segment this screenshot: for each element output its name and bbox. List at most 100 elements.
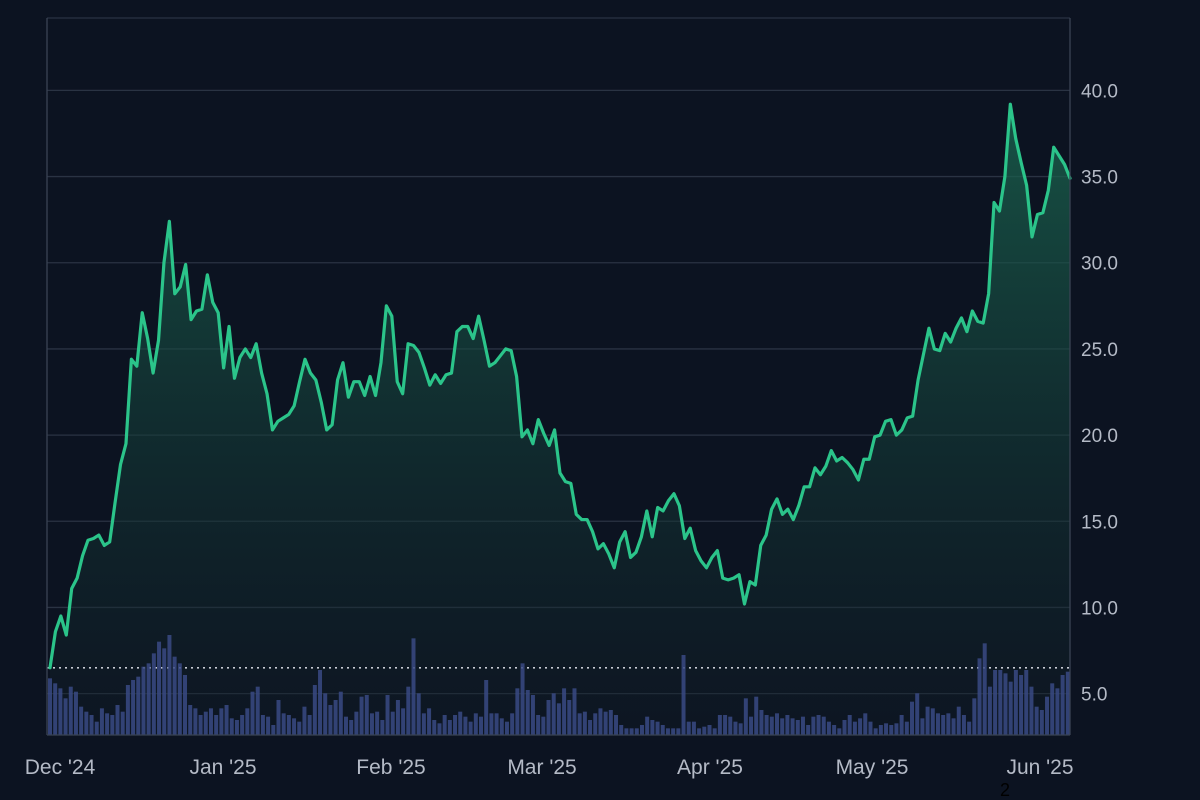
volume-bar bbox=[136, 676, 141, 735]
volume-bar bbox=[852, 721, 857, 735]
y-tick-label: 40.0 bbox=[1081, 81, 1118, 102]
volume-bar bbox=[276, 700, 281, 735]
volume-bar bbox=[650, 720, 655, 735]
volume-bar bbox=[562, 688, 567, 735]
volume-bar bbox=[832, 725, 837, 735]
volume-bar bbox=[385, 695, 390, 735]
y-tick-label: 30.0 bbox=[1081, 254, 1118, 275]
volume-bar bbox=[800, 716, 805, 735]
volume-bar bbox=[920, 718, 925, 735]
volume-bar bbox=[271, 725, 276, 735]
volume-bar bbox=[567, 700, 572, 735]
volume-bar bbox=[847, 715, 852, 735]
volume-bar bbox=[972, 698, 977, 735]
volume-bar bbox=[717, 715, 722, 735]
volume-bar bbox=[58, 688, 63, 735]
volume-bar bbox=[1029, 686, 1034, 735]
volume-bar bbox=[556, 703, 561, 735]
x-tick-label: Mar '25 bbox=[507, 756, 576, 779]
volume-bar bbox=[624, 728, 629, 735]
volume-bar bbox=[94, 721, 99, 735]
volume-bar bbox=[946, 713, 951, 735]
volume-bar bbox=[79, 706, 84, 735]
volume-bar bbox=[260, 715, 265, 735]
y-tick-label: 5.0 bbox=[1081, 685, 1107, 706]
volume-bar bbox=[369, 713, 374, 735]
volume-bar bbox=[437, 723, 442, 735]
volume-bar bbox=[359, 696, 364, 735]
volume-bar bbox=[499, 718, 504, 735]
volume-bar bbox=[125, 685, 130, 735]
volume-bar bbox=[588, 720, 593, 735]
volume-bar bbox=[234, 720, 239, 735]
volume-bar bbox=[884, 723, 889, 735]
volume-bar bbox=[546, 700, 551, 735]
volume-bar bbox=[520, 663, 525, 735]
volume-bar bbox=[811, 716, 816, 735]
volume-bar bbox=[759, 710, 764, 735]
y-tick-label: 35.0 bbox=[1081, 168, 1118, 189]
volume-bar bbox=[998, 670, 1003, 735]
volume-bar bbox=[214, 715, 219, 735]
volume-bar bbox=[151, 653, 156, 735]
y-tick-label: 25.0 bbox=[1081, 340, 1118, 361]
volume-bar bbox=[935, 713, 940, 735]
volume-bar bbox=[177, 663, 182, 735]
volume-bar bbox=[198, 715, 203, 735]
volume-bar bbox=[193, 708, 198, 735]
volume-bar bbox=[99, 708, 104, 735]
volume-bar bbox=[504, 721, 509, 735]
volume-bar bbox=[162, 648, 167, 735]
volume-bar bbox=[889, 725, 894, 735]
volume-bar bbox=[172, 656, 177, 735]
volume-bar bbox=[806, 725, 811, 735]
volume-bar bbox=[863, 713, 868, 735]
volume-bar bbox=[312, 685, 317, 735]
volume-bar bbox=[977, 658, 982, 735]
volume-bars bbox=[48, 635, 1070, 735]
y-axis-ticks: 5.0 10.0 15.0 20.0 25.0 30.0 35.0 40.0 bbox=[1081, 81, 1118, 705]
volume-bar bbox=[281, 713, 286, 735]
volume-bar bbox=[302, 706, 307, 735]
volume-bar bbox=[816, 715, 821, 735]
x-tick-label: Jan '25 bbox=[189, 756, 256, 779]
volume-bar bbox=[63, 698, 68, 735]
volume-bar bbox=[484, 680, 489, 735]
volume-bar bbox=[167, 635, 172, 735]
volume-bar bbox=[1034, 706, 1039, 735]
volume-bar bbox=[297, 721, 302, 735]
volume-bar bbox=[458, 711, 463, 735]
volume-bar bbox=[982, 643, 987, 735]
volume-bar bbox=[645, 716, 650, 735]
volume-bar bbox=[551, 693, 556, 735]
volume-bar bbox=[629, 728, 634, 735]
volume-bar bbox=[473, 713, 478, 735]
volume-bar bbox=[432, 720, 437, 735]
volume-bar bbox=[1055, 688, 1060, 735]
volume-bar bbox=[364, 695, 369, 735]
volume-bar bbox=[1024, 670, 1029, 735]
volume-bar bbox=[525, 690, 530, 735]
volume-bar bbox=[899, 715, 904, 735]
volume-bar bbox=[1065, 671, 1070, 735]
volume-bar bbox=[738, 723, 743, 735]
x-tick-label: Apr '25 bbox=[677, 756, 743, 779]
volume-bar bbox=[141, 666, 146, 735]
volume-bar bbox=[1008, 681, 1013, 735]
volume-bar bbox=[515, 688, 520, 735]
volume-bar bbox=[769, 716, 774, 735]
volume-bar bbox=[442, 715, 447, 735]
volume-bar bbox=[157, 641, 162, 735]
volume-bar bbox=[858, 718, 863, 735]
volume-bar bbox=[728, 716, 733, 735]
volume-bar bbox=[572, 688, 577, 735]
volume-bar bbox=[1003, 673, 1008, 735]
volume-bar bbox=[208, 708, 213, 735]
volume-bar bbox=[224, 705, 229, 735]
volume-bar bbox=[479, 716, 483, 735]
volume-bar bbox=[993, 670, 998, 735]
volume-bar bbox=[411, 638, 416, 735]
volume-bar bbox=[967, 721, 972, 735]
volume-bar bbox=[115, 705, 120, 735]
